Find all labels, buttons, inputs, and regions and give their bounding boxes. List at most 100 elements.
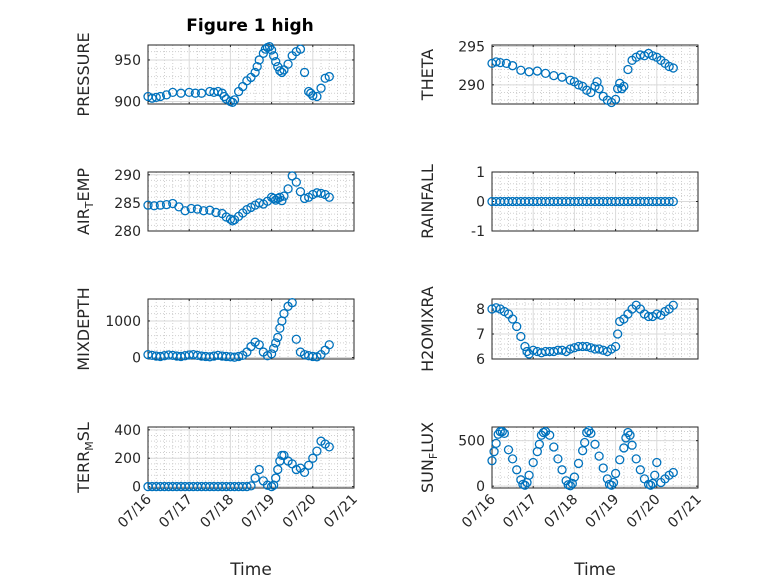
data-point [577, 446, 588, 456]
data-point [565, 344, 575, 354]
data-point [254, 464, 264, 475]
data-point [664, 61, 674, 72]
data-point [246, 481, 256, 491]
data-point [643, 311, 654, 322]
y-tick-label: 500 [458, 434, 485, 450]
y-tick-label: 290 [458, 78, 485, 94]
axes-frame [491, 426, 699, 489]
data-point [266, 349, 277, 359]
data-point [590, 439, 600, 449]
data-point [295, 44, 306, 54]
data-point [149, 201, 159, 211]
data-point [316, 188, 326, 199]
data-point [211, 207, 221, 218]
data-point [316, 83, 326, 93]
data-point [271, 338, 281, 348]
data-point [635, 465, 645, 475]
data-point [594, 344, 604, 354]
data-point [565, 75, 575, 85]
data-point [487, 456, 497, 466]
y-tick-label: 290 [114, 168, 141, 184]
data-point [269, 193, 279, 204]
data-point [652, 309, 662, 319]
data-point [271, 473, 281, 483]
data-point [613, 84, 623, 94]
data-point [507, 454, 518, 464]
y-tick-label: 8 [476, 302, 485, 318]
data-point [155, 200, 166, 210]
data-point [312, 91, 322, 102]
data-point [617, 84, 627, 94]
data-point [213, 86, 223, 97]
data-point [192, 204, 203, 214]
data-point [652, 457, 662, 468]
data-point [567, 478, 577, 489]
data-point [219, 91, 229, 102]
data-point [668, 63, 678, 73]
data-point [650, 470, 660, 480]
data-point [225, 214, 236, 224]
data-point [520, 480, 530, 490]
data-point [155, 91, 166, 102]
x-axis-label-right: Time [573, 560, 616, 580]
data-point [610, 94, 621, 105]
data-point [320, 73, 330, 83]
data-point [299, 467, 310, 478]
data-point [565, 481, 575, 491]
data-point [520, 341, 530, 352]
data-point [273, 464, 283, 475]
data-point [627, 440, 637, 450]
data-point [324, 71, 334, 82]
data-point [507, 61, 518, 71]
data-point [287, 171, 297, 181]
y-tick-label: 0 [132, 351, 141, 367]
y-tick-label: -1 [471, 224, 485, 240]
data-point [308, 453, 318, 463]
data-point [580, 437, 590, 448]
data-point [491, 438, 501, 449]
data-point [557, 465, 567, 475]
y-tick-label: 400 [114, 423, 141, 439]
data-point [668, 300, 678, 310]
data-point [540, 68, 551, 79]
data-point [497, 426, 507, 437]
figure-title: Figure 1 high [186, 16, 314, 36]
data-point [584, 425, 594, 436]
data-point [631, 454, 641, 464]
data-point [623, 427, 633, 438]
chart-panel: -1 0 1 RAINFALL [418, 164, 699, 240]
data-point [619, 81, 629, 92]
axes-frame [491, 44, 699, 105]
chart-panel: 290 295 THETA [418, 40, 699, 108]
y-tick-label: 0 [476, 479, 485, 495]
data-point [495, 57, 505, 68]
data-point [553, 454, 563, 464]
y-tick-label: 0 [132, 480, 141, 496]
data-point [254, 340, 264, 350]
axes-frame [147, 298, 355, 360]
data-point [507, 314, 518, 324]
data-point [233, 351, 244, 362]
data-point [324, 192, 334, 202]
data-point [625, 430, 635, 440]
data-point [269, 343, 279, 354]
data-point [250, 67, 260, 78]
y-tick-label: 0 [476, 195, 485, 211]
data-point [250, 473, 260, 483]
data-point [287, 298, 297, 308]
data-point [143, 200, 153, 210]
data-point [582, 341, 592, 352]
data-point [664, 196, 674, 207]
data-point [161, 90, 172, 100]
data-point [668, 196, 678, 207]
data-point [619, 443, 629, 453]
data-point [573, 458, 584, 469]
data-point [275, 66, 285, 76]
data-point [186, 203, 196, 214]
y-axis-label: SUNFLUX [418, 422, 440, 493]
data-point [324, 442, 334, 452]
data-point [532, 66, 542, 76]
data-point [291, 177, 301, 187]
data-point [262, 351, 273, 361]
data-point [190, 88, 201, 98]
